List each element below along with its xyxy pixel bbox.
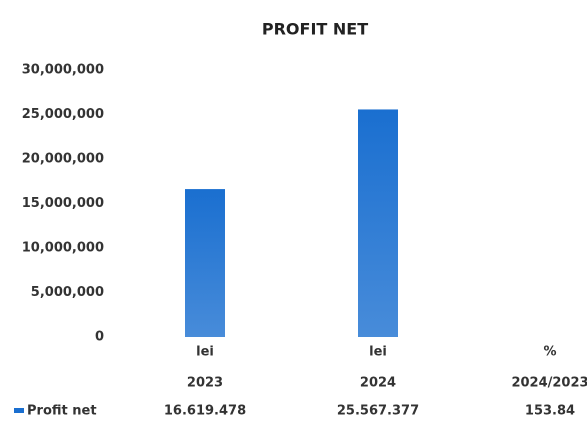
y-tick-label: 25,000,000 [22,107,104,122]
x-tick-label: % [543,345,556,360]
x-tick-label: lei [369,345,387,360]
y-tick-label: 20,000,000 [22,152,104,167]
legend-marker [14,408,24,413]
y-tick-label: 30,000,000 [22,63,104,78]
chart-title: PROFIT NET [262,20,368,39]
y-tick-label: 0 [95,330,104,345]
x-tick-label: lei [196,345,214,360]
table-value: 25.567.377 [337,404,419,419]
x-tick-label: 2024/2023 [511,376,587,391]
y-tick-label: 15,000,000 [22,196,104,211]
y-tick-label: 10,000,000 [22,241,104,256]
legend-label: Profit net [27,404,97,419]
x-tick-label: 2023 [187,376,223,391]
y-tick-label: 5,000,000 [31,285,104,300]
bar [358,109,398,337]
x-tick-label: 2024 [360,376,396,391]
table-value: 16.619.478 [164,404,246,419]
table-value: 153.84 [525,404,575,419]
bar [185,189,225,337]
